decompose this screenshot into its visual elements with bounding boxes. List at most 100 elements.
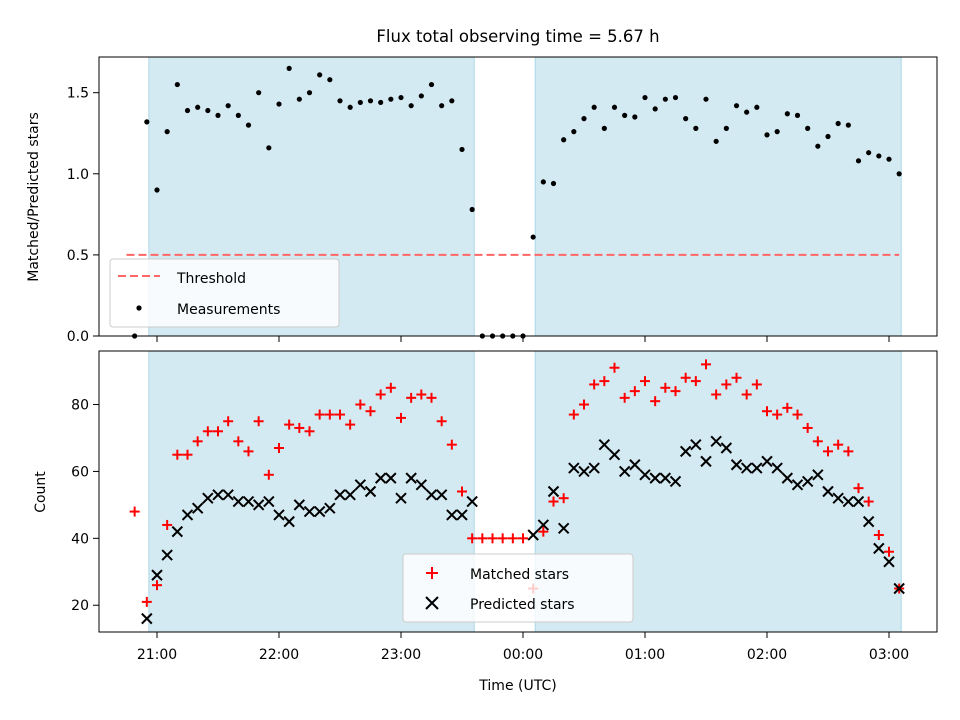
matched-star-point (751, 379, 762, 390)
matched-star-point (731, 372, 742, 383)
measurement-point (784, 111, 790, 117)
matched-star-point (579, 399, 589, 410)
y-tick-label: 60 (71, 464, 89, 480)
predicted-star-point (191, 502, 204, 514)
measurement-point (866, 150, 872, 156)
predicted-star-point (557, 522, 570, 535)
measurement-point (530, 234, 536, 240)
predicted-star-point (252, 499, 265, 511)
matched-star-point (335, 409, 345, 420)
measurement-point (642, 94, 648, 101)
legend-measurements-swatch (136, 305, 142, 311)
predicted-star-point (710, 435, 722, 448)
matched-star-point (863, 496, 874, 507)
legend-matched-swatch (426, 567, 438, 579)
predicted-star-point (669, 475, 682, 488)
matched-star-point (762, 406, 772, 417)
predicted-star-point (649, 472, 661, 484)
matched-star-point (660, 382, 671, 393)
matched-star-point (233, 436, 244, 447)
predicted-star-point (690, 438, 702, 451)
matched-star-point (436, 416, 447, 427)
y-tick-label: 20 (71, 598, 89, 614)
measurement-point (195, 104, 201, 110)
measurement-point (296, 96, 302, 102)
matched-star-point (670, 386, 681, 397)
measurement-point (662, 96, 668, 102)
predicted-star-point (679, 445, 692, 458)
matched-star-point (711, 389, 722, 400)
top-legend: Threshold Measurements (109, 258, 340, 328)
measurement-point (398, 94, 404, 101)
predicted-star-point (629, 459, 641, 471)
measurement-point (286, 65, 292, 71)
matched-star-point (558, 493, 569, 504)
predicted-star-point (364, 485, 377, 498)
predicted-star-point (222, 489, 234, 501)
matched-star-point (802, 422, 813, 433)
measurement-point (378, 99, 384, 106)
measurement-point (306, 90, 313, 96)
predicted-star-point (781, 472, 794, 484)
measurement-point (774, 129, 780, 135)
predicted-star-point (771, 462, 783, 474)
matched-star-point (497, 533, 508, 544)
matched-star-point (202, 426, 213, 437)
measurement-point (347, 104, 353, 110)
measurement-point (256, 90, 262, 96)
bottom-legend: Matched stars Predicted stars (402, 553, 634, 623)
predicted-star-point (405, 472, 417, 484)
measurement-point (245, 122, 252, 128)
matched-star-point (396, 412, 406, 423)
matched-star-point (568, 409, 579, 420)
matched-star-point (599, 376, 610, 387)
measurement-point (439, 103, 445, 109)
matched-star-point (355, 399, 366, 410)
matched-star-point (884, 546, 894, 557)
matched-star-point (741, 389, 752, 400)
measurement-point (672, 94, 679, 101)
shaded-window-2 (534, 56, 902, 337)
predicted-star-point (730, 459, 743, 471)
measurement-point (144, 119, 150, 125)
legend-threshold-label: Threshold (176, 271, 246, 287)
matched-star-point (172, 449, 183, 460)
legend-predicted-swatch (425, 596, 439, 610)
matched-star-point (162, 519, 173, 530)
measurement-point (601, 125, 607, 131)
matched-star-point (609, 362, 620, 373)
matched-star-point (426, 392, 437, 403)
top-panel: 0.0 0.5 1.0 1.5 Matched/Predicted stars Thr… (26, 56, 938, 345)
predicted-star-point (608, 448, 621, 461)
measurement-point (896, 171, 902, 177)
measurement-point (723, 125, 729, 131)
predicted-star-point (303, 505, 316, 518)
predicted-star-point (202, 492, 214, 504)
matched-star-point (477, 533, 488, 544)
predicted-star-point (293, 499, 306, 511)
measurement-point (540, 179, 546, 185)
measurement-point (418, 93, 424, 99)
matched-star-point (192, 436, 203, 447)
measurement-point (652, 106, 658, 112)
measurement-point (754, 104, 760, 110)
predicted-star-point (354, 479, 367, 491)
predicted-star-point (791, 479, 804, 491)
x-tick-label: 22:00 (259, 647, 299, 663)
measurement-point (611, 104, 618, 110)
matched-star-point (345, 419, 356, 430)
x-tick-label: 02:00 (747, 647, 787, 663)
matched-star-point (507, 533, 518, 544)
y-tick-label: 0.0 (67, 329, 89, 345)
predicted-star-point (283, 515, 295, 528)
legend-matched-label: Matched stars (470, 567, 569, 583)
x-tick-label: 00:00 (503, 647, 543, 663)
measurement-point (886, 156, 892, 162)
matched-star-point (457, 486, 467, 497)
measurement-point (815, 143, 821, 149)
measurement-point (825, 133, 831, 140)
measurement-point (683, 116, 689, 122)
predicted-star-point (547, 485, 560, 498)
matched-star-point (812, 436, 823, 447)
